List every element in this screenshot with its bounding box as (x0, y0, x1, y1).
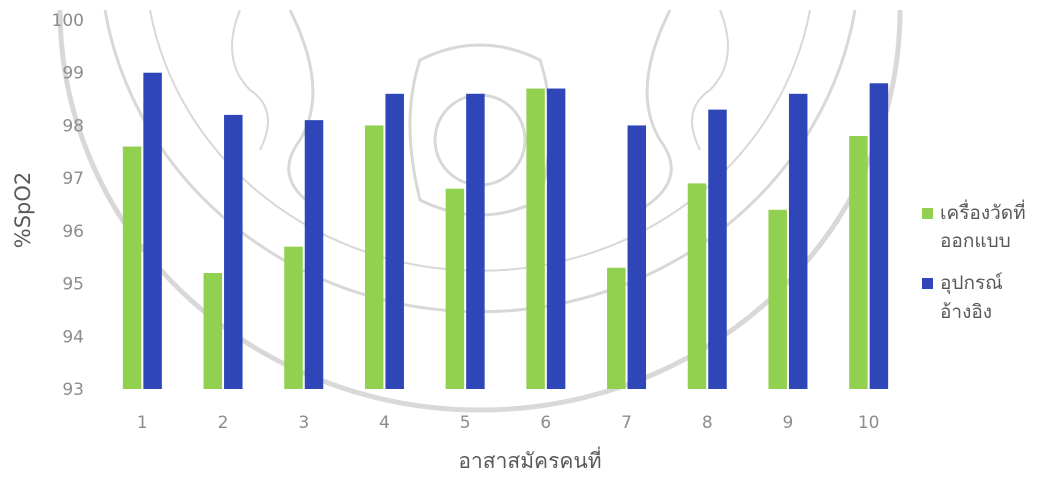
bar-reference-2 (224, 114, 243, 389)
x-tick-label: 6 (540, 413, 551, 433)
x-tick-label: 2 (218, 413, 229, 433)
y-tick-label: 95 (62, 275, 84, 295)
legend-label-designed-line1: เครื่องวัดที่ (940, 199, 1026, 224)
bar-designed-10 (849, 135, 868, 389)
y-tick-label: 100 (52, 11, 84, 31)
bar-reference-9 (788, 93, 808, 390)
legend-item-designed: เครื่องวัดที่ ออกแบบ (922, 199, 1026, 252)
x-tick-label: 7 (621, 413, 632, 433)
y-tick-label: 98 (62, 116, 84, 136)
bar-designed-1 (122, 146, 142, 389)
bar-reference-3 (304, 120, 324, 390)
x-tick-label: 4 (379, 413, 390, 433)
legend-label-designed-line2: ออกแบบ (940, 230, 1011, 252)
bar-designed-4 (364, 125, 384, 389)
y-tick-label: 94 (62, 327, 84, 347)
bar-designed-7 (607, 267, 626, 389)
bar-reference-4 (385, 93, 404, 390)
bar-reference-8 (708, 109, 727, 389)
bars (122, 72, 889, 390)
x-tick-label: 5 (460, 413, 471, 433)
bar-designed-3 (284, 246, 303, 389)
legend: เครื่องวัดที่ ออกแบบ อุปกรณ์ อ้างอิง (922, 199, 1026, 323)
bar-designed-5 (445, 188, 465, 389)
legend-label-reference-line1: อุปกรณ์ (940, 272, 1003, 295)
x-tick-label: 10 (858, 413, 880, 433)
bar-designed-9 (768, 209, 787, 389)
x-axis-ticks: 1 2 3 4 5 6 7 8 9 10 (137, 413, 880, 433)
bar-reference-5 (466, 93, 485, 390)
bar-designed-2 (203, 273, 223, 389)
y-axis-label: %SpO2 (11, 172, 35, 249)
y-tick-label: 96 (62, 222, 84, 242)
x-axis-label: อาสาสมัครคนที่ (458, 446, 601, 473)
bar-reference-7 (627, 125, 647, 389)
bar-designed-6 (526, 88, 545, 390)
y-tick-label: 93 (62, 380, 84, 400)
bar-reference-6 (546, 88, 566, 390)
x-tick-label: 3 (298, 413, 309, 433)
y-tick-label: 99 (62, 64, 84, 84)
x-tick-label: 9 (783, 413, 794, 433)
x-tick-label: 8 (702, 413, 713, 433)
bar-designed-8 (687, 183, 707, 389)
bar-reference-1 (143, 72, 162, 389)
y-tick-label: 97 (62, 169, 84, 189)
legend-label-reference-line2: อ้างอิง (940, 301, 992, 323)
legend-swatch-designed (922, 208, 933, 219)
bar-reference-10 (869, 83, 889, 389)
legend-swatch-reference (922, 278, 933, 289)
legend-item-reference: อุปกรณ์ อ้างอิง (922, 272, 1003, 323)
y-axis-ticks: 93 94 95 96 97 98 99 100 (52, 11, 84, 400)
x-tick-label: 1 (137, 413, 148, 433)
